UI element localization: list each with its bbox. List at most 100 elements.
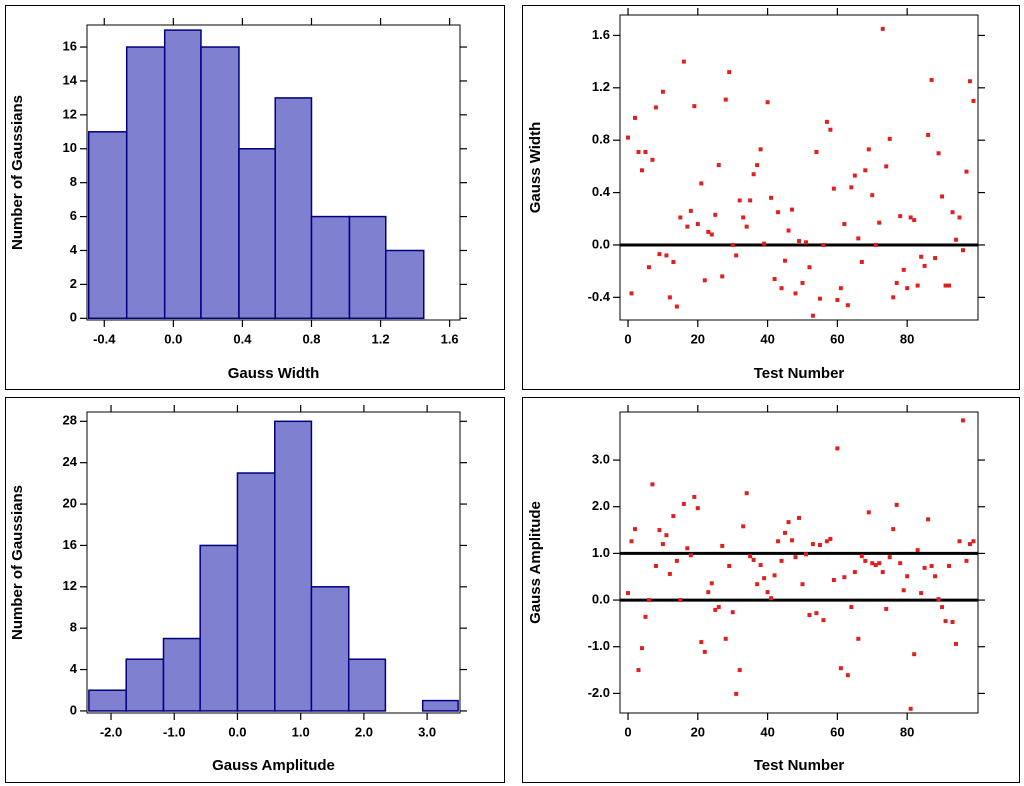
point	[660, 89, 665, 94]
bar	[347, 658, 387, 712]
x-tick-label: 0.0	[228, 724, 246, 739]
point	[786, 520, 791, 525]
y-tick-label: -2.0	[588, 685, 610, 700]
point	[922, 263, 927, 268]
point	[817, 296, 822, 301]
point	[856, 236, 861, 241]
point	[636, 668, 641, 673]
point	[922, 565, 927, 570]
bar	[274, 97, 313, 320]
point	[803, 240, 808, 245]
bar	[421, 699, 459, 712]
y-tick-label: 0.8	[592, 132, 610, 147]
point	[845, 303, 850, 308]
point	[824, 119, 829, 124]
x-axis-label: Test Number	[754, 365, 845, 382]
point	[859, 554, 864, 559]
bar	[310, 215, 351, 320]
y-tick-label: 0.0	[592, 236, 610, 251]
point	[706, 229, 711, 234]
point	[723, 97, 728, 102]
point	[967, 79, 972, 84]
point	[793, 555, 798, 560]
point	[814, 149, 819, 154]
x-tick-label: 0.8	[302, 331, 320, 346]
x-tick-label: -0.4	[93, 331, 116, 346]
panel-frame	[522, 397, 1020, 783]
point	[838, 286, 843, 291]
panel-frame	[5, 5, 505, 390]
y-axis-label: Gauss Amplitude	[527, 501, 544, 624]
point	[626, 591, 631, 596]
x-tick-label: 60	[830, 724, 844, 739]
point	[898, 561, 903, 566]
point	[755, 163, 760, 168]
x-tick-label: 0.4	[233, 331, 252, 346]
point	[859, 259, 864, 264]
plot-frame	[619, 14, 979, 321]
point	[908, 706, 913, 711]
point	[960, 248, 965, 253]
point	[891, 527, 896, 532]
point	[790, 207, 795, 212]
y-tick-label: 16	[63, 537, 77, 552]
point	[727, 70, 732, 75]
point	[723, 636, 728, 641]
point	[971, 539, 976, 544]
point	[887, 136, 892, 141]
point	[908, 215, 913, 220]
point	[856, 636, 861, 641]
point	[960, 418, 965, 423]
point	[779, 558, 784, 563]
point	[901, 267, 906, 272]
point	[824, 539, 829, 544]
point	[936, 597, 941, 602]
point	[800, 582, 805, 587]
point	[769, 596, 774, 601]
point	[716, 163, 721, 168]
point	[741, 215, 746, 220]
point	[790, 538, 795, 543]
bar	[125, 46, 166, 320]
y-tick-label: 12	[63, 106, 77, 121]
y-tick-label: 6	[70, 208, 77, 223]
point	[667, 571, 672, 576]
point	[713, 212, 718, 217]
x-tick-label: -1.0	[163, 724, 185, 739]
y-tick-label: 0	[70, 310, 77, 325]
y-tick-label: 20	[63, 495, 77, 510]
point	[720, 543, 725, 548]
point	[964, 169, 969, 174]
point	[727, 564, 732, 568]
point	[943, 283, 948, 288]
x-tick-label: 1.2	[372, 331, 390, 346]
point	[720, 274, 725, 279]
y-tick-label: 1.6	[592, 27, 610, 42]
point	[845, 673, 850, 678]
point	[929, 564, 934, 568]
x-tick-label: 1.0	[292, 724, 310, 739]
point	[926, 517, 931, 522]
point	[695, 222, 700, 227]
x-tick-label: 0.0	[164, 331, 182, 346]
point	[660, 542, 665, 547]
point	[971, 98, 976, 103]
y-tick-label: 8	[70, 620, 77, 635]
point	[678, 215, 683, 220]
y-tick-label: 12	[63, 578, 77, 593]
point	[950, 210, 955, 215]
point	[929, 77, 934, 82]
point	[674, 558, 679, 563]
point	[734, 253, 739, 258]
point	[685, 546, 690, 551]
bar	[163, 29, 202, 320]
y-tick-label: -0.4	[588, 289, 611, 304]
point	[702, 649, 707, 654]
panel-frame	[522, 5, 1020, 390]
y-tick-label: -1.0	[588, 638, 610, 653]
y-axis-label: Gauss Width	[527, 122, 544, 214]
point	[626, 135, 631, 140]
point	[783, 530, 788, 535]
point	[674, 304, 679, 309]
